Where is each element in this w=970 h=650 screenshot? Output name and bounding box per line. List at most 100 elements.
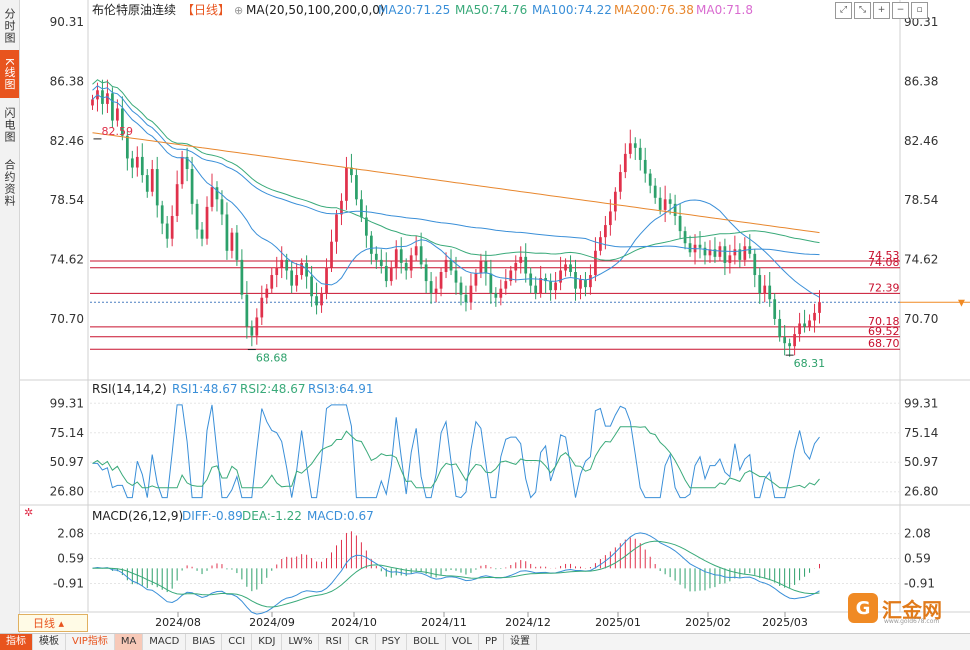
candle-body: [290, 270, 294, 286]
candle-body: [554, 282, 557, 291]
toolbar-item-指标[interactable]: 指标: [0, 634, 33, 650]
ytick-right-4: 74.62: [904, 253, 938, 267]
candle-body: [300, 262, 304, 276]
candle-body: [325, 267, 328, 294]
toolbar-item-lw%[interactable]: LW%: [282, 634, 320, 650]
toolbar-item-macd[interactable]: MACD: [143, 634, 187, 650]
rsi-ytick-left-0: 99.31: [50, 396, 84, 410]
candle-body: [449, 259, 453, 271]
candle-body: [514, 262, 518, 271]
candle-body: [335, 214, 338, 242]
candle-body: [429, 281, 433, 294]
ma-value-2: MA100:74.22: [532, 3, 612, 17]
ytick-left-3: 78.54: [50, 193, 84, 207]
candle-body: [399, 249, 403, 263]
candle-body: [190, 169, 194, 204]
bottom-toolbar: 指标 模板 VIP指标 MA MACD BIAS CCI KDJ LW% RSI CR PSY BOLL…: [0, 633, 970, 650]
macd-ytick-right-0: 2.08: [904, 527, 931, 541]
candle-body: [170, 215, 174, 239]
candle-body: [638, 147, 642, 160]
sidebar-tab-3[interactable]: 合约资料: [3, 159, 16, 207]
candle-body: [444, 259, 448, 273]
candle-body: [116, 108, 119, 121]
ref-label-5: 68.70: [868, 337, 900, 350]
instrument-title: 布伦特原油连续: [92, 2, 176, 17]
current-price-arrow-icon: ▼: [958, 298, 965, 308]
candle-body: [160, 205, 164, 224]
sidebar: 分时图 K线图闪电图合约资料: [0, 0, 20, 633]
candle-body: [409, 255, 413, 271]
candle-body: [305, 262, 308, 277]
candle-body: [285, 259, 289, 271]
candle-body: [255, 317, 259, 336]
candle-body: [175, 184, 179, 216]
toolbar-item-rsi[interactable]: RSI: [319, 634, 349, 650]
candle-body: [594, 250, 597, 276]
logo-text: 汇金网: [882, 597, 942, 622]
chart-canvas[interactable]: 布伦特原油连续 【日线】 ⊕ MA(20,50,100,200,0,0)MA20:71…: [0, 0, 970, 633]
logo-icon: G: [848, 593, 878, 623]
candle-body: [504, 281, 508, 289]
candle-body: [145, 175, 149, 192]
candle-body: [200, 229, 204, 239]
candle-body: [235, 232, 239, 260]
rsi-slow-line: [92, 426, 820, 489]
candle-body: [180, 156, 184, 185]
toolbar-item-psy[interactable]: PSY: [376, 634, 408, 650]
macd-ytick-left-2: -0.91: [53, 577, 84, 591]
period-tab[interactable]: 日线 ▴: [18, 614, 88, 632]
macd-diff-line: [92, 532, 820, 615]
candle-body: [728, 255, 732, 263]
candle-body: [205, 206, 209, 239]
candle-body: [544, 278, 548, 282]
candle-body: [434, 288, 438, 294]
candle-body: [534, 285, 538, 294]
expand-icon[interactable]: ⤢: [835, 2, 852, 19]
candle-body: [673, 203, 677, 216]
window-icon[interactable]: ▫: [911, 2, 928, 19]
candle-body: [260, 297, 264, 318]
candle-body: [748, 246, 752, 254]
toolbar-item-cr[interactable]: CR: [349, 634, 376, 650]
sidebar-tab-2[interactable]: 闪电图: [3, 107, 16, 143]
candle-body: [439, 272, 443, 289]
candle-body: [265, 288, 269, 298]
candle-body: [569, 264, 572, 273]
toolbar-item-pp[interactable]: PP: [479, 634, 505, 650]
sidebar-tab-0[interactable]: 分时图: [3, 8, 16, 44]
candle-body: [404, 262, 408, 271]
macd-ytick-left-1: 0.59: [57, 552, 84, 566]
candle-body: [668, 199, 672, 204]
toolbar-item-kdj[interactable]: KDJ: [252, 634, 283, 650]
toolbar-item-设置[interactable]: 设置: [504, 634, 538, 650]
sidebar-tab-1[interactable]: K线图: [0, 50, 19, 98]
candle-body: [350, 167, 353, 176]
toolbar-item-ma[interactable]: MA: [114, 634, 144, 650]
candle-body: [424, 264, 428, 282]
rsi-ytick-left-3: 26.80: [50, 485, 84, 499]
candle-body: [783, 337, 787, 344]
candle-body: [120, 108, 124, 136]
macd-dea-line: [92, 540, 820, 608]
candle-body: [130, 158, 134, 168]
extreme-label-0: 82.59: [101, 125, 133, 138]
candle-body: [364, 217, 368, 236]
candle-body: [818, 302, 821, 313]
toolbar-item-vip指标[interactable]: VIP指标: [66, 634, 115, 650]
collapse-icon[interactable]: ⤡: [854, 2, 871, 19]
candle-body: [384, 265, 388, 282]
ma100-line: [92, 85, 820, 256]
rsi-ytick-left-1: 75.14: [50, 426, 84, 440]
toolbar-item-cci[interactable]: CCI: [222, 634, 253, 650]
ma-value-1: MA50:74.76: [455, 3, 527, 17]
extreme-label-1: 68.68: [256, 352, 288, 365]
candle-body: [245, 294, 249, 327]
toolbar-item-bias[interactable]: BIAS: [186, 634, 223, 650]
toolbar-item-vol[interactable]: VOL: [446, 634, 479, 650]
toolbar-item-boll[interactable]: BOLL: [407, 634, 446, 650]
zoom-in-icon[interactable]: +: [873, 2, 890, 19]
candle-body: [763, 285, 767, 294]
zoom-out-icon[interactable]: −: [892, 2, 909, 19]
period-tag: 【日线】: [182, 3, 230, 17]
toolbar-item-模板[interactable]: 模板: [33, 634, 66, 650]
